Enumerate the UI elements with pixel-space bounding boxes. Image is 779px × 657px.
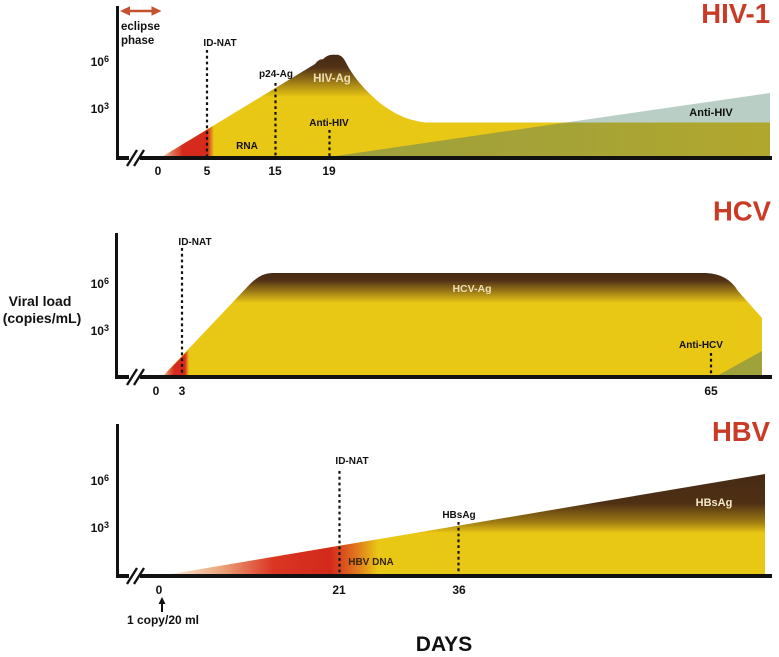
svg-text:Anti-HIV: Anti-HIV xyxy=(309,118,349,129)
svg-text:HBV: HBV xyxy=(712,416,771,447)
svg-text:ID-NAT: ID-NAT xyxy=(178,237,211,248)
svg-text:HCV: HCV xyxy=(713,196,772,227)
svg-text:HCV-Ag: HCV-Ag xyxy=(452,283,491,295)
svg-text:36: 36 xyxy=(452,583,466,597)
svg-text:19: 19 xyxy=(322,164,336,178)
svg-text:phase: phase xyxy=(121,35,154,47)
svg-text:0: 0 xyxy=(156,583,163,597)
svg-text:Anti-HIV: Anti-HIV xyxy=(689,107,733,119)
svg-text:0: 0 xyxy=(155,164,162,178)
svg-text:HBsAg: HBsAg xyxy=(696,497,733,509)
svg-text:1 copy/20 ml: 1 copy/20 ml xyxy=(127,613,199,627)
svg-text:15: 15 xyxy=(268,164,282,178)
svg-text:HIV-1: HIV-1 xyxy=(701,0,770,29)
svg-text:HBV DNA: HBV DNA xyxy=(348,557,394,568)
svg-text:0: 0 xyxy=(153,384,160,398)
svg-text:(copies/mL): (copies/mL) xyxy=(3,310,82,326)
svg-text:Viral load: Viral load xyxy=(9,293,72,309)
svg-text:HIV-Ag: HIV-Ag xyxy=(313,73,351,85)
svg-text:ID-NAT: ID-NAT xyxy=(203,38,236,49)
svg-text:HBsAg: HBsAg xyxy=(442,510,475,521)
svg-text:RNA: RNA xyxy=(236,141,258,152)
svg-text:65: 65 xyxy=(704,384,718,398)
svg-text:eclipse: eclipse xyxy=(121,21,160,33)
svg-text:DAYS: DAYS xyxy=(416,633,472,656)
svg-text:Anti-HCV: Anti-HCV xyxy=(679,340,723,351)
svg-text:21: 21 xyxy=(332,583,346,597)
svg-text:p24-Ag: p24-Ag xyxy=(259,69,293,80)
svg-text:ID-NAT: ID-NAT xyxy=(335,456,368,467)
svg-text:5: 5 xyxy=(204,164,211,178)
svg-text:3: 3 xyxy=(179,384,186,398)
